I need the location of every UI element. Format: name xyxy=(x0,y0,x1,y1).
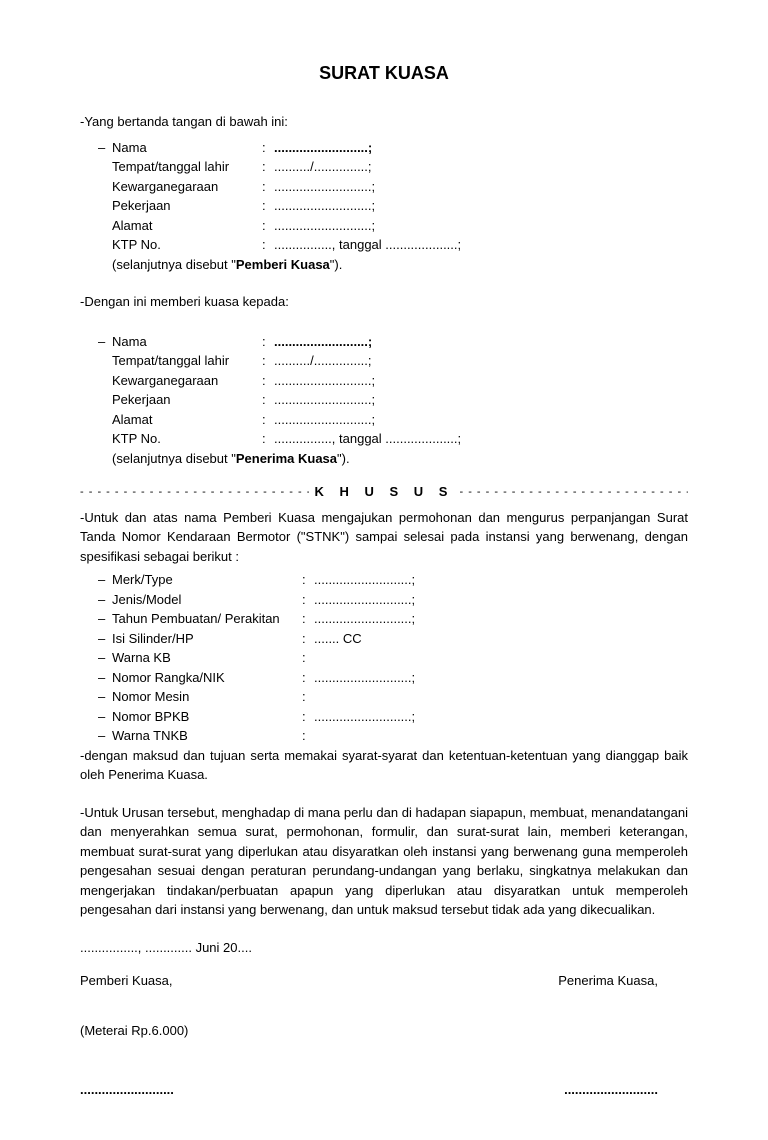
maksud-paragraph: -dengan maksud dan tujuan serta memakai … xyxy=(80,746,688,785)
field-value: ...........................; xyxy=(274,371,688,391)
khusus-heading: K H U S U S xyxy=(309,482,460,502)
party2-ktp: KTP No. : ................, tanggal ....… xyxy=(80,429,688,449)
document-title: SURAT KUASA xyxy=(80,60,688,87)
party1-note: (selanjutnya disebut "Pemberi Kuasa"). xyxy=(80,255,688,275)
party2-kewarg: Kewarganegaraan : ......................… xyxy=(80,371,688,391)
spec-value xyxy=(314,648,688,668)
khusus-separator: - - - - - - - - - - - - - - - - - - - - … xyxy=(80,482,688,502)
signature-right-line: .......................... xyxy=(564,1080,688,1100)
field-label: Nama xyxy=(112,138,262,158)
field-label: Kewarganegaraan xyxy=(112,177,262,197)
field-value: ...........................; xyxy=(274,177,688,197)
party2-pekerjaan: Pekerjaan : ...........................; xyxy=(80,390,688,410)
intro-line-1: -Yang bertanda tangan di bawah ini: xyxy=(80,112,688,132)
spec-label: Nomor Rangka/NIK xyxy=(112,668,302,688)
urusan-paragraph: -Untuk Urusan tersebut, menghadap di man… xyxy=(80,803,688,920)
field-label: Alamat xyxy=(112,216,262,236)
field-value: ...........................; xyxy=(274,410,688,430)
field-value: ..........................; xyxy=(274,334,372,349)
party2-note: (selanjutnya disebut "Penerima Kuasa"). xyxy=(80,449,688,469)
party2-ttl: Tempat/tanggal lahir : ........../......… xyxy=(80,351,688,371)
spec-value: ...........................; xyxy=(314,609,688,629)
spec-value: ...........................; xyxy=(314,668,688,688)
party1-nama: – Nama : ..........................; xyxy=(80,138,688,158)
spec-value xyxy=(314,687,688,707)
field-value: ...........................; xyxy=(274,390,688,410)
spec-row: –Warna TNKB: xyxy=(80,726,688,746)
field-value: ...........................; xyxy=(274,216,688,236)
field-value: ................, tanggal ..............… xyxy=(274,235,688,255)
field-label: Tempat/tanggal lahir xyxy=(112,157,262,177)
spec-label: Merk/Type xyxy=(112,570,302,590)
field-label: KTP No. xyxy=(112,429,262,449)
party1-ttl: Tempat/tanggal lahir : ........../......… xyxy=(80,157,688,177)
field-label: KTP No. xyxy=(112,235,262,255)
spec-row: –Jenis/Model:...........................… xyxy=(80,590,688,610)
field-value: ................, tanggal ..............… xyxy=(274,429,688,449)
spec-row: –Merk/Type:...........................; xyxy=(80,570,688,590)
signature-left-line: .......................... xyxy=(80,1080,174,1100)
spec-row: –Isi Silinder/HP:....... CC xyxy=(80,629,688,649)
party1-pekerjaan: Pekerjaan : ...........................; xyxy=(80,196,688,216)
spec-value: ....... CC xyxy=(314,629,688,649)
field-value: ........../...............; xyxy=(274,157,688,177)
spec-label: Nomor BPKB xyxy=(112,707,302,727)
spec-label: Warna TNKB xyxy=(112,726,302,746)
field-label: Kewarganegaraan xyxy=(112,371,262,391)
purpose-paragraph: -Untuk dan atas nama Pemberi Kuasa menga… xyxy=(80,508,688,567)
spec-label: Tahun Pembuatan/ Perakitan xyxy=(112,609,302,629)
spec-row: –Nomor Mesin: xyxy=(80,687,688,707)
spec-label: Nomor Mesin xyxy=(112,687,302,707)
spec-label: Warna KB xyxy=(112,648,302,668)
field-label: Pekerjaan xyxy=(112,196,262,216)
intro-line-2: -Dengan ini memberi kuasa kepada: xyxy=(80,292,688,312)
field-label: Pekerjaan xyxy=(112,390,262,410)
meterai-note: (Meterai Rp.6.000) xyxy=(80,1021,688,1041)
party2-alamat: Alamat : ...........................; xyxy=(80,410,688,430)
spec-row: –Nomor Rangka/NIK:......................… xyxy=(80,668,688,688)
spec-value: ...........................; xyxy=(314,590,688,610)
field-value: ...........................; xyxy=(274,196,688,216)
party2-nama: – Nama : ..........................; xyxy=(80,332,688,352)
spec-value: ...........................; xyxy=(314,707,688,727)
spec-label: Jenis/Model xyxy=(112,590,302,610)
field-label: Nama xyxy=(112,332,262,352)
signature-left-title: Pemberi Kuasa, xyxy=(80,971,173,991)
spec-row: –Nomor BPKB:...........................; xyxy=(80,707,688,727)
spec-value xyxy=(314,726,688,746)
field-value: ..........................; xyxy=(274,140,372,155)
spec-label: Isi Silinder/HP xyxy=(112,629,302,649)
field-value: ........../...............; xyxy=(274,351,688,371)
signature-right-title: Penerima Kuasa, xyxy=(558,971,688,991)
party1-alamat: Alamat : ...........................; xyxy=(80,216,688,236)
spec-row: –Tahun Pembuatan/ Perakitan:............… xyxy=(80,609,688,629)
party1-kewarg: Kewarganegaraan : ......................… xyxy=(80,177,688,197)
spec-value: ...........................; xyxy=(314,570,688,590)
spec-row: –Warna KB: xyxy=(80,648,688,668)
party1-ktp: KTP No. : ................, tanggal ....… xyxy=(80,235,688,255)
date-line: ................, ............. Juni 20.… xyxy=(80,938,688,958)
field-label: Alamat xyxy=(112,410,262,430)
field-label: Tempat/tanggal lahir xyxy=(112,351,262,371)
